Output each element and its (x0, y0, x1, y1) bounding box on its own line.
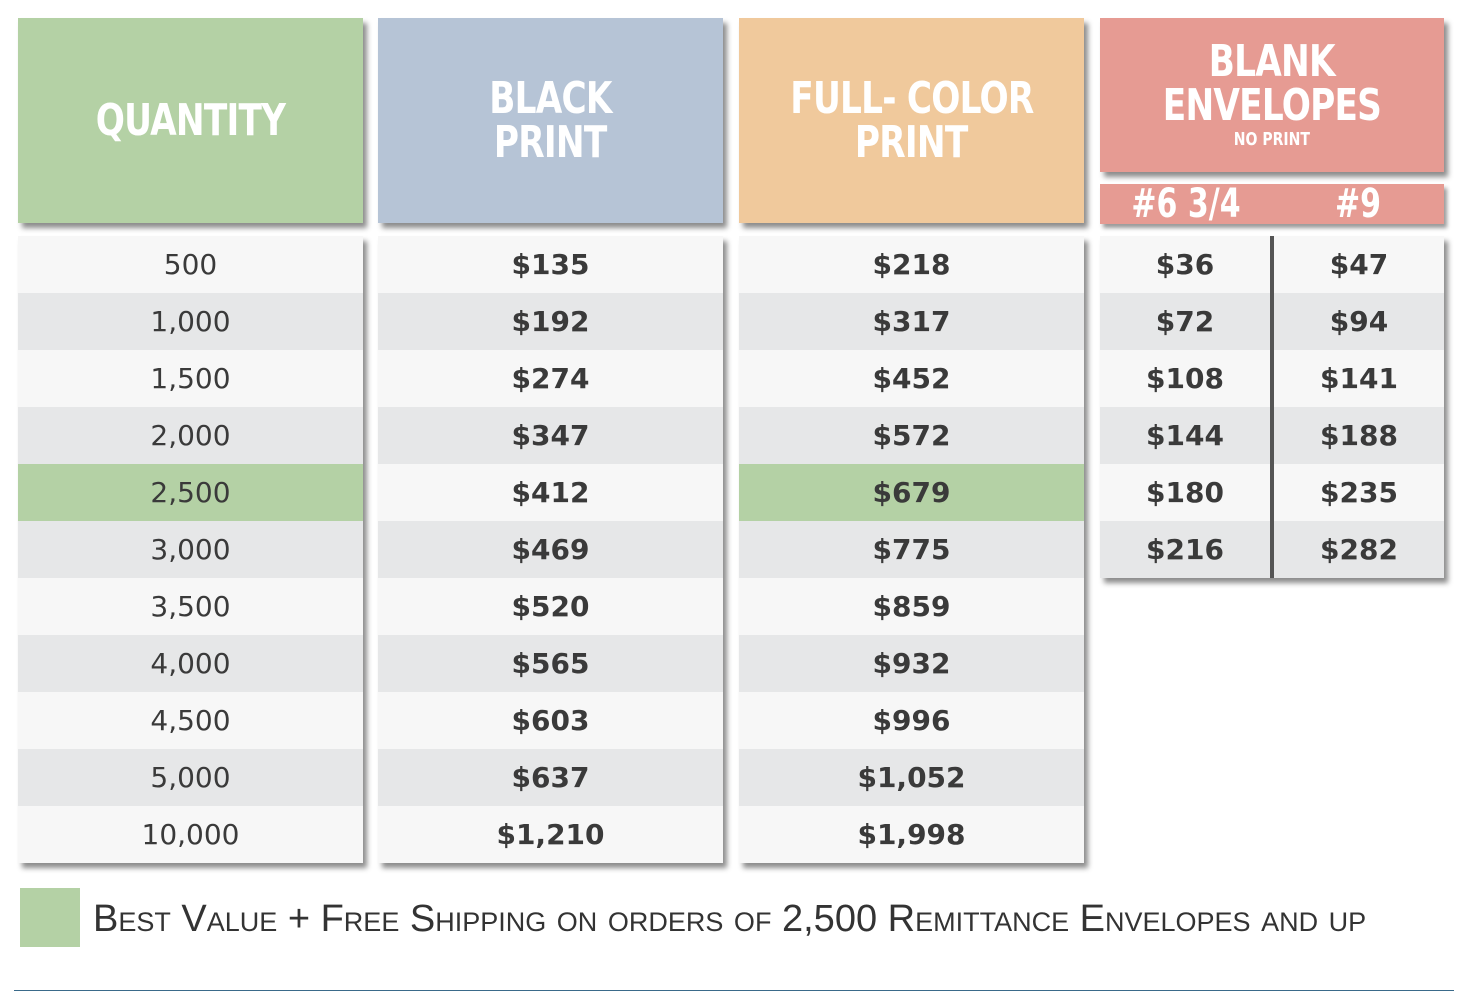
full-color-price-cell: $218 (739, 236, 1084, 293)
blank-envelopes-header-line2: ENVELOPES (1162, 80, 1382, 131)
black-print-price-cell: $637 (378, 749, 723, 806)
blank-6-3-4-price-cell: $36 (1100, 236, 1270, 293)
quantity-cell: 4,500 (18, 692, 363, 749)
full-color-price-cell: $859 (739, 578, 1084, 635)
quantity-cell: 5,000 (18, 749, 363, 806)
blank-6-3-4-column: $36 $72 $108 $144 $180 $216 (1100, 236, 1270, 578)
quantity-header-label: QUANTITY (95, 94, 286, 146)
full-color-header-line1: FULL- COLOR (789, 72, 1034, 124)
black-print-header-line2: PRINT (494, 116, 607, 168)
full-color-price-cell: $572 (739, 407, 1084, 464)
full-color-header: FULL- COLOR PRINT (739, 18, 1084, 223)
black-print-price-cell: $347 (378, 407, 723, 464)
blank-6-3-4-price-cell: $144 (1100, 407, 1270, 464)
quantity-cell: 3,500 (18, 578, 363, 635)
full-color-price-cell: $996 (739, 692, 1084, 749)
best-value-swatch (20, 888, 80, 947)
black-print-price-cell: $520 (378, 578, 723, 635)
quantity-column: 500 1,000 1,500 2,000 2,500 3,000 3,500 4,000 4,… (18, 236, 363, 863)
envelope-size-header: #6 3/4 #9 (1100, 184, 1444, 224)
blank-6-3-4-price-cell: $216 (1100, 521, 1270, 578)
envelope-size-9: #9 (1334, 181, 1382, 227)
black-print-price-cell: $412 (378, 464, 723, 521)
full-color-column: $218 $317 $452 $572 $679 $775 $859 $932 $996 $1,0… (739, 236, 1084, 863)
quantity-cell: 4,000 (18, 635, 363, 692)
black-print-header: BLACK PRINT (378, 18, 723, 223)
bottom-divider (14, 990, 1454, 991)
quantity-cell: 2,000 (18, 407, 363, 464)
blank-6-3-4-price-cell: $72 (1100, 293, 1270, 350)
blank-envelopes-subtitle: NO PRINT (1233, 129, 1311, 150)
full-color-price-cell: $317 (739, 293, 1084, 350)
full-color-price-cell: $775 (739, 521, 1084, 578)
blank-9-price-cell: $188 (1274, 407, 1444, 464)
blank-6-3-4-price-cell: $180 (1100, 464, 1270, 521)
quantity-cell: 10,000 (18, 806, 363, 863)
black-print-price-cell: $469 (378, 521, 723, 578)
blank-envelopes-header: BLANK ENVELOPES NO PRINT (1100, 18, 1444, 172)
black-print-price-cell: $274 (378, 350, 723, 407)
blank-9-price-cell: $141 (1274, 350, 1444, 407)
quantity-cell: 1,000 (18, 293, 363, 350)
black-print-header-line1: BLACK (489, 72, 612, 124)
full-color-price-cell: $932 (739, 635, 1084, 692)
blank-9-price-cell: $47 (1274, 236, 1444, 293)
full-color-price-cell: $1,052 (739, 749, 1084, 806)
quantity-cell: 1,500 (18, 350, 363, 407)
envelope-size-6-3-4: #6 3/4 (1131, 181, 1241, 227)
blank-envelopes-column: $36 $72 $108 $144 $180 $216 $47 $94 $141 $188 $23… (1100, 236, 1444, 578)
blank-9-price-cell: $282 (1274, 521, 1444, 578)
blank-9-price-cell: $94 (1274, 293, 1444, 350)
black-print-price-cell: $1,210 (378, 806, 723, 863)
full-color-price-cell: $679 (739, 464, 1084, 521)
best-value-legend: Best Value + Free Shipping on orders of … (93, 898, 1367, 940)
blank-9-price-cell: $235 (1274, 464, 1444, 521)
quantity-header: QUANTITY (18, 18, 363, 223)
black-print-price-cell: $135 (378, 236, 723, 293)
blank-6-3-4-price-cell: $108 (1100, 350, 1270, 407)
blank-9-column: $47 $94 $141 $188 $235 $282 (1270, 236, 1444, 578)
full-color-header-line2: PRINT (855, 116, 968, 168)
black-print-column: $135 $192 $274 $347 $412 $469 $520 $565 $603 $637… (378, 236, 723, 863)
quantity-cell: 3,000 (18, 521, 363, 578)
full-color-price-cell: $452 (739, 350, 1084, 407)
quantity-cell: 500 (18, 236, 363, 293)
black-print-price-cell: $603 (378, 692, 723, 749)
blank-envelopes-header-line1: BLANK (1208, 36, 1336, 87)
black-print-price-cell: $192 (378, 293, 723, 350)
full-color-price-cell: $1,998 (739, 806, 1084, 863)
black-print-price-cell: $565 (378, 635, 723, 692)
quantity-cell: 2,500 (18, 464, 363, 521)
